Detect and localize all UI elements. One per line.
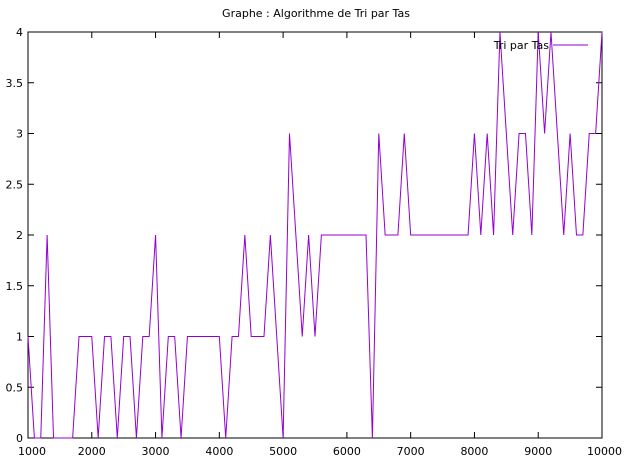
y-tick-label: 2 (16, 229, 23, 242)
y-tick-label: 3 (16, 128, 23, 141)
series-layer (27, 31, 603, 439)
x-tick-label: 8000 (460, 445, 488, 458)
x-tick-label: 3000 (142, 445, 170, 458)
x-tick-label: 10000 (587, 445, 622, 458)
x-tick-label: 4000 (205, 445, 233, 458)
y-tick-label: 1 (16, 331, 23, 344)
x-tick-label: 7000 (397, 445, 425, 458)
axes-layer: 1000 2000 3000 4000 5000 6000 7000 8000 9000 1000… (6, 26, 623, 458)
chart-title: Graphe : Algorithme de Tri par Tas (222, 7, 410, 20)
y-tick-label: 3.5 (6, 77, 24, 90)
y-tick-label: 0.5 (6, 381, 24, 394)
x-tick-label: 5000 (269, 445, 297, 458)
x-tick-label: 6000 (333, 445, 361, 458)
y-tick-label: 1.5 (6, 280, 24, 293)
y-tick-label: 4 (16, 26, 23, 39)
x-tick-label: 2000 (78, 445, 106, 458)
legend: Tri par Tas (493, 39, 588, 52)
legend-label: Tri par Tas (493, 39, 550, 52)
x-tick-label: 1000 (18, 445, 46, 458)
y-tick-label: 2.5 (6, 178, 24, 191)
y-tick-label: 0 (16, 432, 23, 445)
series-line-0 (27, 31, 603, 439)
x-tick-label: 9000 (524, 445, 552, 458)
